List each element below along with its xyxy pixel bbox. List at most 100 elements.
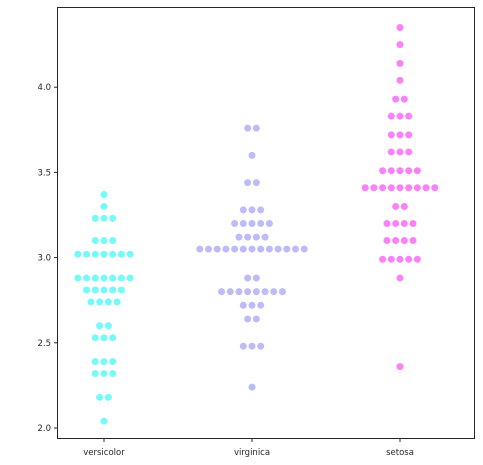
point-virginica [257, 220, 265, 228]
point-versicolor [126, 274, 134, 282]
point-versicolor [83, 250, 91, 258]
point-setosa [379, 184, 387, 192]
point-versicolor [109, 369, 117, 377]
point-virginica [239, 342, 247, 350]
point-virginica [283, 245, 291, 253]
point-virginica [248, 151, 256, 159]
point-setosa [396, 131, 404, 139]
point-virginica [235, 288, 243, 296]
point-setosa [396, 363, 404, 371]
point-setosa [400, 237, 408, 245]
point-versicolor [91, 286, 99, 294]
point-versicolor [100, 214, 108, 222]
point-setosa [396, 41, 404, 49]
point-setosa [370, 184, 378, 192]
point-versicolor [83, 274, 91, 282]
point-virginica [257, 301, 265, 309]
y-tick-label: 3.5 [37, 168, 51, 178]
y-tick-label: 3.0 [37, 254, 51, 264]
point-virginica [265, 220, 273, 228]
point-virginica [248, 383, 256, 391]
point-virginica [252, 124, 260, 132]
x-tick-label: setosa [386, 448, 414, 458]
point-virginica [248, 342, 256, 350]
point-virginica [244, 288, 252, 296]
point-virginica [292, 245, 299, 253]
point-virginica [252, 179, 260, 187]
point-versicolor [100, 358, 108, 366]
point-setosa [422, 184, 430, 192]
y-axis: 2.0 2.5 3.0 3.5 4.0 [37, 83, 58, 434]
point-setosa [405, 148, 413, 156]
point-virginica [265, 245, 273, 253]
x-tick-label: versicolor [83, 448, 125, 458]
point-setosa [396, 112, 404, 120]
point-setosa [409, 220, 417, 228]
point-virginica [274, 245, 282, 253]
point-setosa [396, 76, 404, 84]
point-virginica [248, 301, 256, 309]
point-versicolor [100, 237, 108, 245]
point-virginica [244, 233, 252, 241]
point-virginica [235, 233, 243, 241]
point-virginica [231, 220, 239, 228]
point-setosa [413, 184, 421, 192]
point-versicolor [100, 286, 108, 294]
point-virginica [244, 124, 252, 132]
x-axis: versicolor virginica setosa [83, 438, 414, 458]
point-virginica [239, 206, 247, 214]
point-setosa [396, 274, 404, 282]
point-versicolor [96, 322, 104, 330]
point-setosa [405, 184, 413, 192]
point-virginica [248, 206, 256, 214]
point-virginica [257, 206, 265, 214]
point-setosa [396, 59, 404, 67]
point-versicolor [100, 369, 108, 377]
point-virginica [257, 245, 265, 253]
point-virginica [261, 233, 269, 241]
point-versicolor [100, 191, 108, 199]
point-setosa [387, 167, 395, 175]
point-versicolor [74, 274, 82, 282]
point-versicolor [91, 274, 99, 282]
point-versicolor [100, 250, 108, 258]
point-setosa [396, 255, 404, 263]
point-versicolor [91, 334, 99, 342]
point-virginica [270, 288, 278, 296]
point-setosa [400, 220, 408, 228]
y-tick-label: 2.5 [37, 339, 51, 349]
point-versicolor [74, 250, 82, 258]
point-versicolor [117, 250, 125, 258]
point-versicolor [91, 358, 99, 366]
point-setosa [387, 112, 395, 120]
point-setosa [413, 167, 421, 175]
point-virginica [244, 315, 252, 323]
point-setosa [405, 112, 413, 120]
point-versicolor [100, 202, 108, 210]
y-tick-label: 4.0 [37, 83, 51, 93]
point-virginica [252, 233, 260, 241]
point-setosa [387, 131, 395, 139]
point-setosa [396, 167, 404, 175]
point-versicolor [96, 393, 104, 401]
data-points [74, 24, 439, 425]
point-virginica [252, 288, 260, 296]
point-virginica [244, 179, 252, 187]
point-versicolor [104, 298, 112, 306]
point-versicolor [109, 214, 117, 222]
point-versicolor [100, 417, 108, 425]
point-setosa [431, 184, 439, 192]
point-virginica [248, 245, 256, 253]
point-setosa [405, 255, 413, 263]
point-virginica [252, 315, 260, 323]
point-setosa [396, 148, 404, 156]
point-setosa [387, 184, 395, 192]
point-versicolor [83, 286, 91, 294]
point-versicolor [91, 214, 99, 222]
point-virginica [231, 245, 239, 253]
point-setosa [409, 237, 417, 245]
point-virginica [239, 245, 247, 253]
point-setosa [405, 131, 413, 139]
point-setosa [400, 202, 408, 210]
